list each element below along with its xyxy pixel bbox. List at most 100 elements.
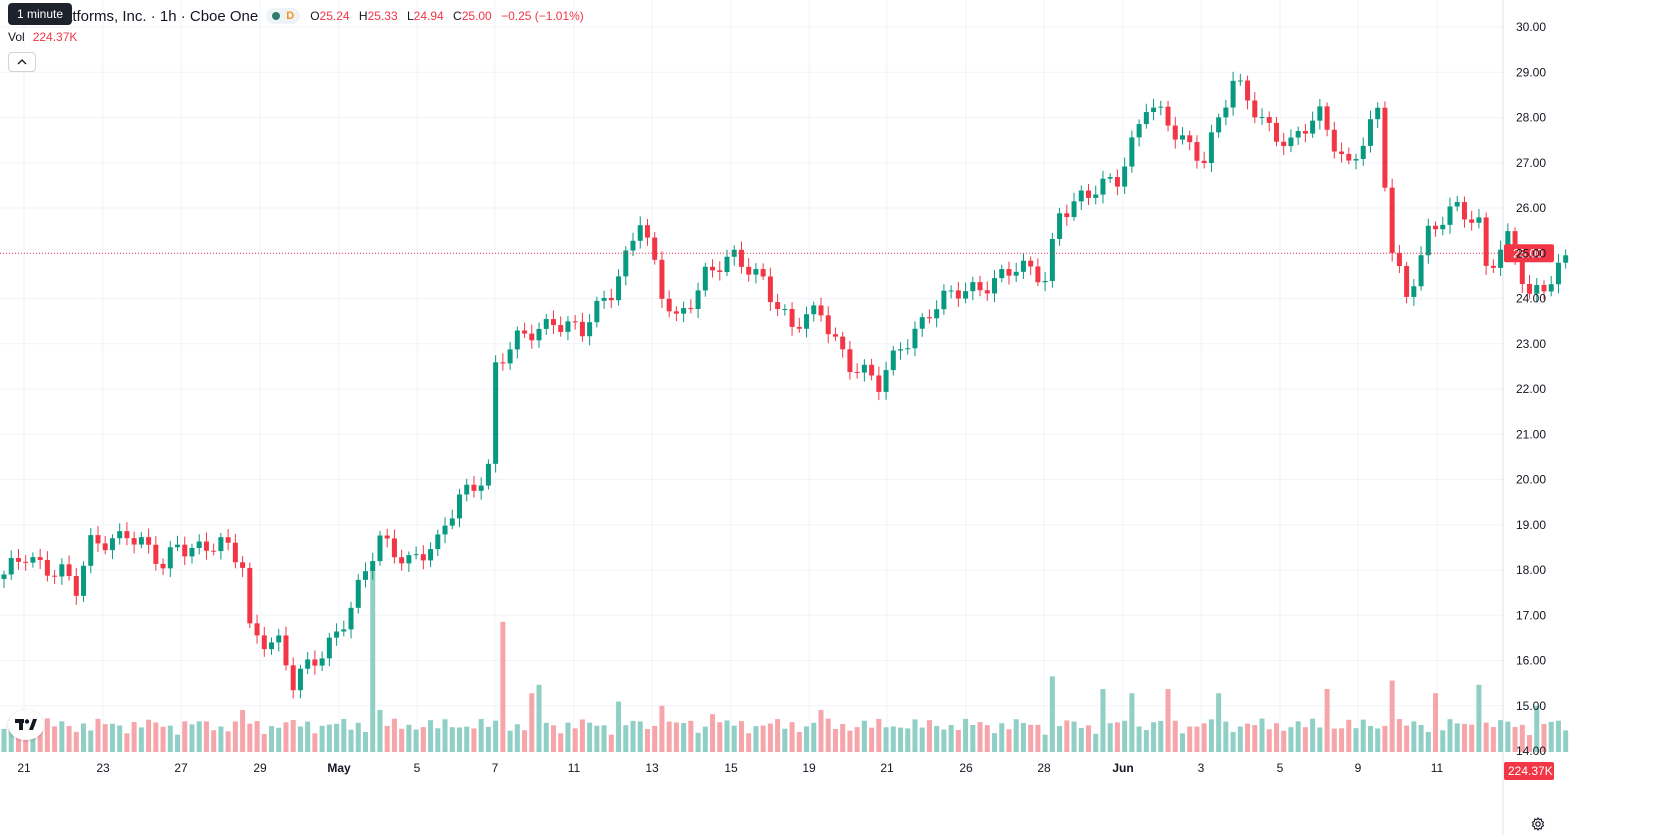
candle-body (269, 642, 275, 650)
candle (240, 556, 246, 577)
price-tick-label: 22.00 (1516, 382, 1546, 396)
volume-bar (760, 725, 766, 752)
time-tick-label: 26 (959, 761, 973, 775)
volume-bar (934, 725, 940, 752)
candle-body (630, 240, 636, 251)
volume-bar (269, 726, 275, 752)
volume-bar (1281, 730, 1287, 752)
volume-bar (1367, 725, 1373, 752)
volume-bar (334, 723, 340, 752)
candle (1411, 278, 1417, 306)
volume-bar (399, 728, 405, 752)
volume-bar (702, 726, 708, 752)
volume-bars (1, 571, 1569, 752)
candle (898, 342, 904, 360)
candle (804, 306, 810, 338)
candle-body (782, 308, 788, 310)
candle (478, 477, 484, 500)
market-open-dot-icon (272, 12, 281, 20)
candle (507, 342, 513, 370)
chart-settings-button[interactable] (1528, 815, 1548, 833)
candle (616, 269, 622, 306)
candle (1194, 135, 1200, 169)
candle (1187, 130, 1193, 151)
time-tick-label: 21 (17, 761, 31, 775)
candle-body (384, 535, 390, 539)
collapse-legend-button[interactable] (8, 52, 36, 72)
candle (1143, 103, 1149, 129)
volume-bar (88, 730, 94, 752)
volume-bar (1353, 728, 1359, 752)
candle-body (616, 276, 622, 301)
symbol-title[interactable]: atforms, Inc. · 1h · Cboe One (64, 7, 259, 25)
candle (493, 355, 499, 473)
volume-bar (1122, 720, 1128, 752)
volume-bar (673, 722, 679, 752)
candle (970, 276, 976, 301)
volume-bar (196, 721, 202, 752)
candle-body (941, 290, 947, 310)
volume-bar (1020, 722, 1026, 752)
candle-body (471, 484, 477, 491)
market-status[interactable]: D (266, 8, 301, 24)
candle (594, 296, 600, 328)
candle-body (1505, 231, 1511, 250)
volume-bar (160, 726, 166, 752)
candle-body (522, 330, 528, 334)
candle (1028, 256, 1034, 276)
volume-bar (117, 725, 123, 752)
volume-bar (1375, 728, 1381, 752)
candle-body (95, 535, 101, 544)
volume-bar (1028, 724, 1034, 752)
volume-bar (811, 722, 817, 752)
volume-bar (832, 729, 838, 752)
candle (225, 529, 231, 551)
candle-body (1230, 80, 1236, 108)
candle-body (977, 282, 983, 291)
candle (1367, 110, 1373, 153)
candle (146, 528, 152, 554)
volume-bar (724, 720, 730, 752)
volume-bar (659, 705, 665, 752)
candle-body (1158, 106, 1164, 108)
candle-body (1028, 260, 1034, 267)
candle-body (1020, 260, 1026, 272)
candle (283, 626, 289, 671)
candle-body (724, 256, 730, 272)
volume-bar (73, 731, 79, 752)
candle (1223, 99, 1229, 126)
candle (399, 549, 405, 571)
candle-body (442, 525, 448, 535)
volume-legend: Vol 224.37K (8, 30, 77, 44)
candle-body (1490, 265, 1496, 268)
candle-body (478, 485, 484, 491)
candle (319, 651, 325, 672)
candle-body (1165, 106, 1171, 126)
candle (992, 270, 998, 302)
volume-bar (1143, 730, 1149, 752)
price-tick-label: 24.00 (1516, 292, 1546, 306)
candle (348, 601, 354, 639)
candle-body (1179, 135, 1185, 140)
candle (1563, 249, 1569, 269)
volume-bar (1317, 727, 1323, 752)
candle-body (1317, 106, 1323, 121)
volume-bar (1273, 723, 1279, 752)
candle-body (276, 635, 282, 643)
tradingview-logo-icon[interactable] (8, 710, 44, 740)
candle-body (1375, 107, 1381, 120)
candle (941, 284, 947, 315)
candle (1136, 119, 1142, 147)
volume-bar (688, 720, 694, 752)
volume-bar (1563, 730, 1569, 752)
price-tick-label: 19.00 (1516, 518, 1546, 532)
volume-bar (23, 728, 29, 752)
volume-value: 224.37K (32, 30, 78, 44)
volume-bar (1534, 705, 1540, 752)
candle-body (738, 249, 744, 267)
candle-body (1404, 265, 1410, 297)
candle (811, 301, 817, 322)
candle (760, 263, 766, 281)
volume-bar (37, 728, 43, 752)
